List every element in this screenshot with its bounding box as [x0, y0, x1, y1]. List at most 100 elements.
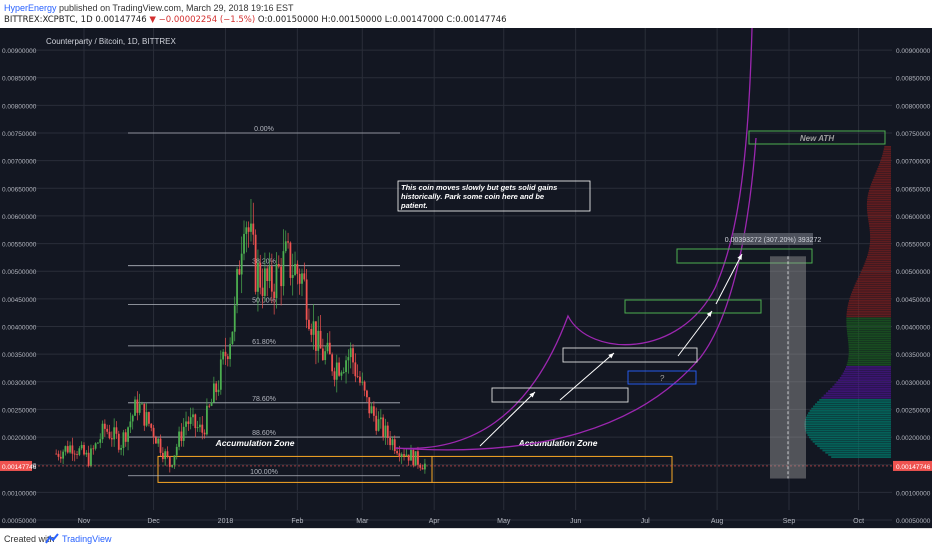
y-tick-label-left: 0.00300000 [2, 380, 37, 387]
volume-bar [868, 192, 891, 194]
candle-body [315, 321, 317, 351]
candle-body [289, 242, 292, 278]
volume-bar [804, 425, 891, 428]
candle-body [254, 234, 257, 292]
tradingview-brand[interactable]: TradingView [62, 534, 112, 544]
candle-body [312, 321, 315, 335]
candle-body [108, 431, 111, 439]
chart-area[interactable]: 0.00900000 0.00900000 0.00850000 0.00850000… [0, 28, 932, 528]
volume-bar [856, 280, 891, 282]
volume-bar [806, 414, 891, 417]
volume-bar [879, 161, 891, 164]
measure-label: 0.00393272 (307.20%) 393272 [725, 237, 822, 244]
candle-body [180, 431, 183, 441]
candle-body [187, 421, 190, 424]
note-box [397, 180, 591, 212]
volume-bar [834, 383, 891, 386]
footer: Created with TradingView [0, 528, 932, 551]
candle-body [398, 453, 401, 458]
volume-bar [884, 146, 891, 148]
price-chart[interactable]: 0.00900000 0.00900000 0.00850000 0.00850000… [0, 28, 932, 528]
accumulation-zone-label-right: Accumulation Zone [518, 438, 598, 448]
volume-bar [814, 443, 891, 445]
volume-bar [815, 403, 891, 406]
candle-body [150, 423, 153, 428]
volume-bar [807, 434, 891, 436]
x-tick-label: Jun [570, 518, 581, 525]
y-tick-label-right: 0.00250000 [896, 407, 931, 414]
volume-bar [868, 220, 891, 223]
volume-bar [847, 361, 891, 364]
fib-label: 100.00% [250, 469, 278, 476]
candle-body [154, 437, 157, 444]
x-tick-label: Oct [853, 518, 864, 525]
candle-body [208, 405, 211, 407]
candle-body [55, 453, 58, 455]
candle-body [245, 227, 248, 234]
candle-body [335, 362, 338, 380]
candle-body [194, 414, 197, 429]
measure-label-bg [733, 233, 813, 245]
candle-body [407, 454, 410, 461]
x-tick-label: Nov [78, 518, 91, 525]
volume-bar [846, 317, 891, 320]
volume-bar [847, 308, 891, 311]
chart-background [0, 28, 932, 528]
volume-bar [828, 454, 891, 456]
candle-body [308, 319, 310, 329]
volume-bar [866, 203, 891, 205]
volume-bar [869, 242, 891, 245]
arrow-line [677, 310, 713, 357]
target-box-white [562, 347, 698, 363]
volume-bar [846, 363, 891, 366]
volume-bar [868, 249, 891, 252]
candle-body [400, 454, 403, 458]
candle-body [389, 437, 392, 446]
candle-body [370, 406, 373, 414]
volume-bar [828, 390, 891, 392]
target-box-green [624, 299, 762, 314]
volume-bar [870, 238, 891, 241]
volume-bar [870, 240, 891, 243]
y-tick-label-right: 0.00450000 [896, 297, 931, 304]
volume-bar [867, 196, 891, 199]
candle-body [113, 427, 116, 440]
candle-body [386, 425, 389, 438]
candle-body [129, 421, 132, 428]
volume-bar [871, 181, 891, 183]
y-tick-label-left: 0.00450000 [2, 297, 37, 304]
y-tick-label-left: 0.00500000 [2, 269, 37, 276]
candle-body [106, 428, 109, 432]
y-tick-label-right: 0.00350000 [896, 352, 931, 359]
candle-body [222, 351, 225, 360]
current-price-label-right: 0.00147746 [896, 464, 931, 471]
candle-body [342, 372, 345, 373]
volume-bar [847, 335, 891, 337]
candle-body [231, 331, 234, 344]
volume-bar [869, 225, 891, 227]
candle-body [377, 419, 380, 431]
note-line: This coin moves slowly but gets solid ga… [401, 183, 557, 192]
volume-bar [804, 427, 891, 430]
fib-label: 50.00% [252, 297, 276, 304]
candle-body [217, 389, 220, 393]
volume-bar [857, 278, 891, 280]
candle-body [287, 241, 289, 243]
candle-body [59, 456, 62, 459]
candle-body [284, 241, 287, 252]
candle-body [87, 452, 90, 466]
candle-body [247, 227, 250, 232]
y-tick-label-left: 0.00850000 [2, 76, 37, 83]
candle-body [349, 348, 352, 358]
candle-body [62, 451, 65, 459]
published-text: published on TradingView.com, March 29, … [56, 3, 294, 13]
volume-bar [848, 357, 891, 359]
volume-bar [848, 339, 891, 342]
author-link[interactable]: HyperEnergy [4, 3, 57, 13]
candle-body [210, 402, 213, 406]
candle-body [259, 262, 262, 288]
candle-body [64, 446, 67, 452]
y-tick-label-left: 0.00250000 [2, 407, 37, 414]
candle-body [268, 266, 271, 281]
y-tick-label-right: 0.00300000 [896, 380, 931, 387]
